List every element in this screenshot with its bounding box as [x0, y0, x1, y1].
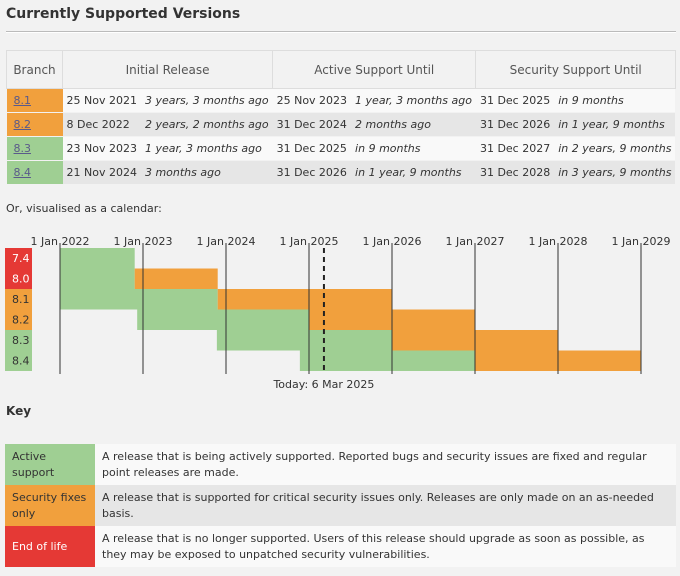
security-support-date: 31 Dec 2026	[475, 112, 555, 137]
branch-label: 7.4	[12, 252, 30, 265]
header-branch: Branch	[6, 50, 63, 89]
active-support-bar	[60, 248, 135, 269]
branch-cell: 8.2	[6, 112, 63, 137]
year-label: 1 Jan 2027	[446, 235, 505, 248]
active-support-bar	[60, 289, 218, 310]
branch-label-bg	[5, 289, 32, 310]
initial-release-date: 8 Dec 2022	[62, 112, 141, 137]
branch-label-bg	[5, 330, 32, 351]
branch-cell: 8.1	[6, 88, 63, 113]
initial-release-relative: 1 year, 3 months ago	[140, 136, 273, 161]
key-title: Key	[6, 404, 32, 418]
security-support-bar	[217, 289, 392, 310]
key-label-active: Active support	[5, 444, 95, 485]
active-support-relative: 2 months ago	[351, 112, 476, 137]
security-support-relative: in 9 months	[554, 88, 676, 113]
initial-release-relative: 3 months ago	[140, 160, 273, 185]
active-support-relative: 1 year, 3 months ago	[351, 88, 476, 113]
security-support-relative: in 2 years, 9 months	[554, 136, 676, 161]
today-label: Today: 6 Mar 2025	[272, 378, 374, 391]
branch-label-bg	[5, 248, 32, 269]
active-support-bar	[299, 350, 475, 371]
version-row: 8.1 25 Nov 2021 3 years, 3 months ago 25 No…	[6, 88, 676, 113]
header-security-support: Security Support Until	[475, 50, 676, 89]
key-row-security: Security fixes only A release that is su…	[5, 485, 676, 526]
branch-link[interactable]: 8.2	[13, 118, 32, 131]
security-support-relative: in 3 years, 9 months	[554, 160, 676, 185]
active-support-date: 31 Dec 2025	[272, 136, 352, 161]
security-support-relative: in 1 year, 9 months	[554, 112, 676, 137]
heading-divider	[6, 31, 676, 33]
branch-link[interactable]: 8.3	[13, 142, 32, 155]
branch-label: 8.2	[12, 314, 30, 327]
year-label: 1 Jan 2025	[280, 235, 339, 248]
security-support-bar	[134, 268, 218, 289]
key-label-eol: End of life	[5, 526, 95, 567]
security-support-date: 31 Dec 2027	[475, 136, 555, 161]
header-active-support: Active Support Until	[272, 50, 477, 89]
key-row-eol: End of life A release that is no longer …	[5, 526, 676, 567]
year-label: 1 Jan 2024	[197, 235, 256, 248]
initial-release-date: 23 Nov 2023	[62, 136, 141, 161]
year-label: 1 Jan 2028	[529, 235, 588, 248]
year-label: 1 Jan 2022	[31, 235, 90, 248]
branch-label: 8.4	[12, 355, 30, 368]
key-desc-eol: A release that is no longer supported. U…	[95, 526, 676, 567]
key-row-active: Active support A release that is being a…	[5, 444, 676, 485]
supported-versions-table: Branch Initial Release Active Support Un…	[6, 50, 676, 185]
version-row: 8.2 8 Dec 2022 2 years, 2 months ago 31 Dec…	[6, 112, 676, 137]
key-table: Active support A release that is being a…	[5, 444, 676, 567]
branch-label: 8.0	[12, 273, 30, 286]
branch-link[interactable]: 8.1	[13, 94, 32, 107]
branch-label: 8.1	[12, 293, 30, 306]
header-initial-release: Initial Release	[61, 50, 274, 89]
security-support-date: 31 Dec 2028	[475, 160, 555, 185]
initial-release-date: 25 Nov 2021	[62, 88, 141, 113]
key-desc-security: A release that is supported for critical…	[95, 485, 676, 526]
version-row: 8.3 23 Nov 2023 1 year, 3 months ago 31 Dec…	[6, 136, 676, 161]
active-support-relative: in 1 year, 9 months	[351, 160, 476, 185]
branch-label-bg	[5, 268, 32, 289]
support-calendar: 7.4 8.0 8.1 8.2 8.3 8.4 1 Jan 2022 1 Jan 2023 1 …	[5, 235, 671, 391]
branch-label-bg	[5, 309, 32, 330]
active-support-date: 31 Dec 2024	[272, 112, 352, 137]
active-support-relative: in 9 months	[351, 136, 476, 161]
key-desc-active: A release that is being actively support…	[95, 444, 676, 485]
branch-link[interactable]: 8.4	[13, 166, 32, 179]
year-label: 1 Jan 2029	[612, 235, 671, 248]
active-support-date: 25 Nov 2023	[272, 88, 352, 113]
year-label: 1 Jan 2026	[363, 235, 422, 248]
branch-label-bg	[5, 350, 32, 371]
branch-label: 8.3	[12, 334, 30, 347]
branch-cell: 8.3	[6, 136, 63, 161]
initial-release-date: 21 Nov 2024	[62, 160, 141, 185]
calendar-intro: Or, visualised as a calendar:	[6, 202, 162, 215]
initial-release-relative: 3 years, 3 months ago	[140, 88, 273, 113]
table-header-row: Branch Initial Release Active Support Un…	[6, 50, 676, 89]
security-support-date: 31 Dec 2025	[475, 88, 555, 113]
year-label: 1 Jan 2023	[114, 235, 173, 248]
active-support-bar	[137, 309, 309, 330]
key-label-security: Security fixes only	[5, 485, 95, 526]
active-support-date: 31 Dec 2026	[272, 160, 352, 185]
page-title: Currently Supported Versions	[6, 6, 241, 22]
initial-release-relative: 2 years, 2 months ago	[140, 112, 273, 137]
active-support-bar	[216, 330, 392, 351]
branch-cell: 8.4	[6, 160, 63, 185]
active-support-bar	[60, 268, 135, 289]
version-row: 8.4 21 Nov 2024 3 months ago 31 Dec 2026 in …	[6, 160, 676, 185]
